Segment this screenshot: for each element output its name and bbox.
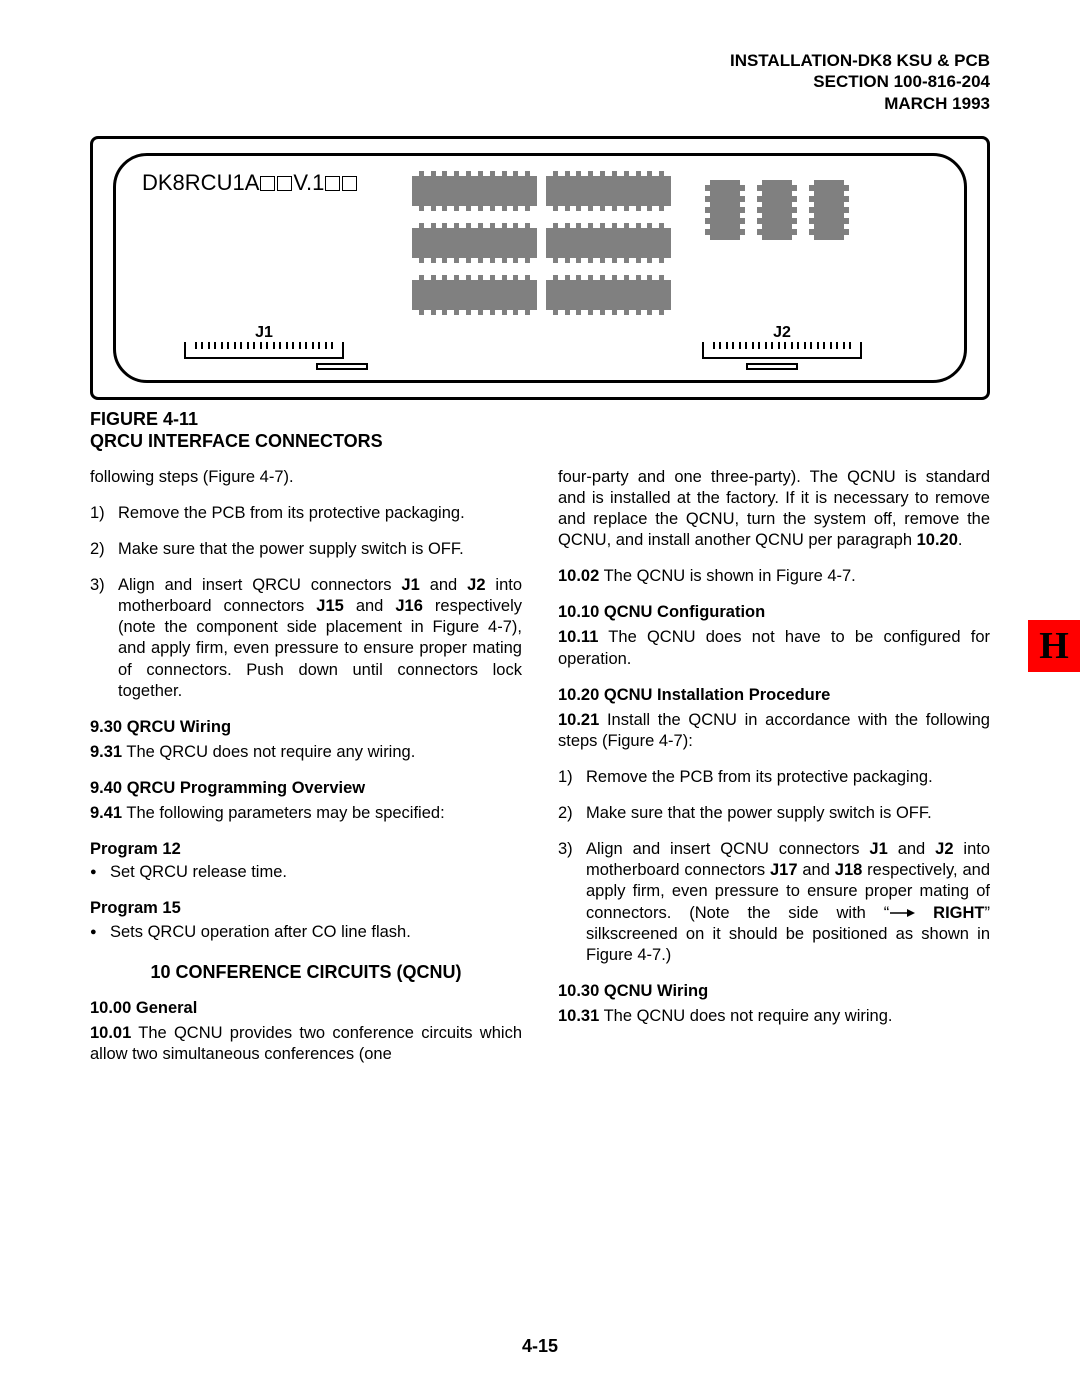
qcnu-step-3: 3)Align and insert QCNU connectors J1 an… bbox=[580, 839, 990, 966]
header-line2: SECTION 100-816-204 bbox=[90, 71, 990, 92]
prog15-list: Sets QRCU operation after CO line flash. bbox=[90, 922, 522, 943]
pcb-board: DK8RCU1AV.1 J1 J2 bbox=[113, 153, 967, 383]
slot-2 bbox=[746, 363, 798, 370]
intro-text: following steps (Figure 4-7). bbox=[90, 467, 522, 488]
para-931: 9.31 The QRCU does not require any wirin… bbox=[90, 742, 522, 763]
figure-caption: FIGURE 4-11 QRCU INTERFACE CONNECTORS bbox=[90, 408, 990, 453]
ic-chip bbox=[546, 280, 671, 310]
ic-chip bbox=[412, 228, 537, 258]
ic-chip bbox=[546, 176, 671, 206]
ic-chip-small bbox=[710, 180, 740, 240]
heading-1010: 10.10 QCNU Configuration bbox=[558, 602, 990, 623]
right-arrow-icon bbox=[889, 908, 915, 918]
connector-j2: J2 bbox=[702, 324, 862, 366]
qcnu-install-steps: 1)Remove the PCB from its protective pac… bbox=[558, 767, 990, 966]
qcnu-step-2: 2)Make sure that the power supply switch… bbox=[580, 803, 990, 824]
para-1001: 10.01 The QCNU provides two conference c… bbox=[90, 1023, 522, 1065]
connector-j1: J1 bbox=[184, 324, 344, 366]
ic-chip bbox=[546, 228, 671, 258]
ic-chip bbox=[412, 280, 537, 310]
heading-930: 9.30 QRCU Wiring bbox=[90, 717, 522, 738]
section-tab: H bbox=[1028, 620, 1080, 672]
step-2: 2)Make sure that the power supply switch… bbox=[112, 539, 522, 560]
slot-1 bbox=[316, 363, 368, 370]
ic-chip-small bbox=[762, 180, 792, 240]
heading-1030: 10.30 QCNU Wiring bbox=[558, 981, 990, 1002]
step-3: 3)Align and insert QRCU connectors J1 an… bbox=[112, 575, 522, 702]
column-left: following steps (Figure 4-7). 1)Remove t… bbox=[90, 467, 522, 1065]
heading-1000: 10.00 General bbox=[90, 998, 522, 1019]
header-line3: MARCH 1993 bbox=[90, 93, 990, 114]
ic-chip-small bbox=[814, 180, 844, 240]
step-1: 1)Remove the PCB from its protective pac… bbox=[112, 503, 522, 524]
figure-frame: DK8RCU1AV.1 J1 J2 bbox=[90, 136, 990, 400]
column-right: four-party and one three-party). The QCN… bbox=[558, 467, 990, 1065]
para-1021: 10.21 Install the QCNU in accordance wit… bbox=[558, 710, 990, 752]
heading-prog12: Program 12 bbox=[90, 839, 522, 860]
prog12-list: Set QRCU release time. bbox=[90, 862, 522, 883]
header-line1: INSTALLATION-DK8 KSU & PCB bbox=[90, 50, 990, 71]
page-number: 4-15 bbox=[0, 1336, 1080, 1357]
text-columns: following steps (Figure 4-7). 1)Remove t… bbox=[90, 467, 990, 1065]
ic-chip bbox=[412, 176, 537, 206]
pcb-label: DK8RCU1AV.1 bbox=[142, 170, 358, 196]
para-cont: four-party and one three-party). The QCN… bbox=[558, 467, 990, 551]
para-941: 9.41 The following parameters may be spe… bbox=[90, 803, 522, 824]
qcnu-step-1: 1)Remove the PCB from its protective pac… bbox=[580, 767, 990, 788]
heading-1020: 10.20 QCNU Installation Procedure bbox=[558, 685, 990, 706]
page-header: INSTALLATION-DK8 KSU & PCB SECTION 100-8… bbox=[90, 50, 990, 114]
heading-prog15: Program 15 bbox=[90, 898, 522, 919]
para-1002: 10.02 The QCNU is shown in Figure 4-7. bbox=[558, 566, 990, 587]
para-1011: 10.11 The QCNU does not have to be confi… bbox=[558, 627, 990, 669]
heading-940: 9.40 QRCU Programming Overview bbox=[90, 778, 522, 799]
qrcu-install-steps: 1)Remove the PCB from its protective pac… bbox=[90, 503, 522, 702]
section-10-heading: 10 CONFERENCE CIRCUITS (QCNU) bbox=[90, 961, 522, 984]
para-1031: 10.31 The QCNU does not require any wiri… bbox=[558, 1006, 990, 1027]
